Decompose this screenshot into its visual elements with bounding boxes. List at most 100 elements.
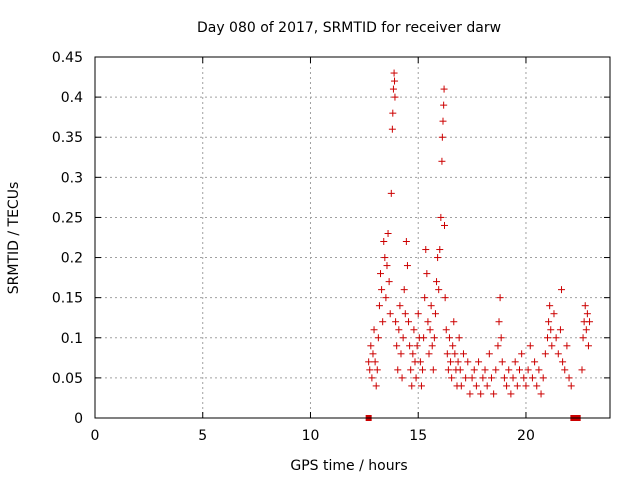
data-point (447, 358, 455, 366)
plot-frame (94, 56, 611, 419)
axis-tick-labels: 0 5 10 15 20 0 0.05 0.1 0.15 0.2 0.25 0.3 0.35 0.4 0.4… (52, 50, 535, 444)
data-point (500, 374, 508, 382)
grid-lines (95, 57, 610, 418)
data-point (584, 342, 592, 350)
data-point (544, 334, 552, 342)
data-point (477, 390, 485, 398)
data-point (470, 366, 478, 374)
data-point (375, 302, 383, 310)
chart-title: Day 080 of 2017, SRMTID for receiver dar… (197, 20, 501, 36)
data-point (483, 382, 491, 390)
data-point (416, 358, 424, 366)
data-point (391, 93, 399, 101)
data-point (459, 350, 467, 358)
data-point (402, 238, 410, 246)
data-point (385, 278, 393, 286)
data-point (433, 278, 441, 286)
data-point (423, 270, 431, 278)
data-point (548, 342, 556, 350)
data-point (438, 133, 446, 141)
data-point (449, 342, 457, 350)
data-point (583, 310, 591, 318)
x-tick-label: 5 (198, 428, 207, 444)
data-point (563, 342, 571, 350)
data-point (368, 374, 376, 382)
data-point (472, 382, 480, 390)
data-point (582, 326, 590, 334)
y-tick-label: 0.3 (61, 170, 83, 186)
data-point (426, 326, 434, 334)
data-point (535, 366, 543, 374)
data-point (554, 350, 562, 358)
data-point (398, 374, 406, 382)
data-point (440, 101, 448, 109)
data-point (370, 326, 378, 334)
data-point (552, 334, 560, 342)
data-point (438, 157, 446, 165)
data-point (388, 125, 396, 133)
y-tick-label: 0.15 (52, 291, 83, 307)
data-point (371, 358, 379, 366)
data-point (419, 366, 427, 374)
data-point (393, 342, 401, 350)
data-point (509, 374, 517, 382)
y-tick-label: 0.4 (61, 90, 83, 106)
data-point (437, 213, 445, 221)
data-point (439, 117, 447, 125)
data-point (475, 358, 483, 366)
data-point (565, 374, 573, 382)
data-point (498, 358, 506, 366)
x-tick-label: 0 (91, 428, 100, 444)
data-point (425, 350, 433, 358)
data-point (490, 390, 498, 398)
data-point (384, 229, 392, 237)
data-point (457, 382, 465, 390)
data-point (372, 382, 380, 390)
data-point (550, 310, 558, 318)
data-point (528, 374, 536, 382)
data-point (382, 294, 390, 302)
x-axis-label: GPS time / hours (290, 458, 407, 474)
data-point (485, 350, 493, 358)
data-point (436, 246, 444, 254)
data-point (567, 382, 575, 390)
data-point (405, 318, 413, 326)
data-point (441, 221, 449, 229)
data-point (434, 254, 442, 262)
axis-ticks (94, 56, 610, 419)
data-point (526, 342, 534, 350)
data-points (365, 69, 594, 398)
data-point (408, 382, 416, 390)
data-point (442, 326, 450, 334)
data-point (541, 350, 549, 358)
data-point (443, 350, 451, 358)
x-tick-label: 15 (409, 428, 427, 444)
data-point (427, 302, 435, 310)
data-point (481, 366, 489, 374)
data-point (456, 366, 464, 374)
data-point (414, 310, 422, 318)
data-point (581, 302, 589, 310)
data-point (441, 294, 449, 302)
data-point (429, 366, 437, 374)
data-point (454, 358, 462, 366)
data-point (410, 326, 418, 334)
data-point (424, 318, 432, 326)
data-point (440, 85, 448, 93)
data-point (413, 342, 421, 350)
data-point (468, 374, 476, 382)
data-point (479, 374, 487, 382)
data-point (578, 366, 586, 374)
x-tick-label: 10 (302, 428, 320, 444)
data-point (403, 262, 411, 270)
data-point (586, 318, 594, 326)
data-point (496, 294, 504, 302)
data-point (401, 310, 409, 318)
data-point (503, 382, 511, 390)
data-point (515, 366, 523, 374)
y-axis-label: SRMTID / TECUs (6, 182, 22, 295)
data-point (365, 358, 373, 366)
data-point (579, 334, 587, 342)
data-point (545, 318, 553, 326)
